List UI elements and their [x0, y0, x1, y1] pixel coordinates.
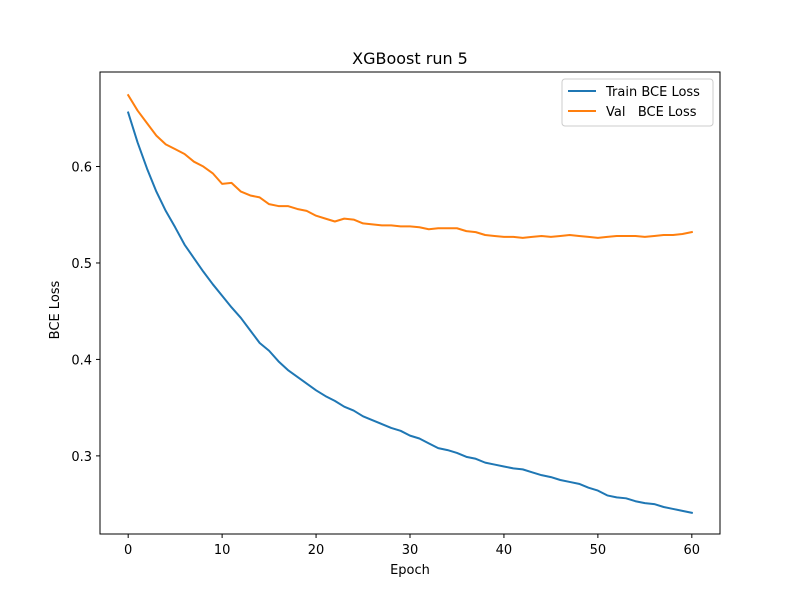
series-lines	[126, 93, 694, 514]
x-axis-ticks: 0 10 20 30 40 50 60	[124, 534, 700, 558]
plot-frame	[99, 71, 721, 535]
x-tick-label: 60	[684, 543, 701, 558]
y-tick-label: 0.5	[71, 257, 92, 272]
y-axis-label: BCE Loss	[48, 280, 63, 339]
y-tick-label: 0.3	[71, 450, 92, 465]
chart-title: XGBoost run 5	[352, 49, 468, 68]
legend-label: Val BCE Loss	[606, 105, 697, 120]
y-tick-label: 0.4	[71, 353, 92, 368]
x-tick-label: 10	[214, 543, 231, 558]
x-tick-label: 40	[496, 543, 513, 558]
legend-label: Train BCE Loss	[605, 85, 700, 100]
x-tick-label: 50	[590, 543, 607, 558]
y-axis-ticks: 0.3 0.4 0.5 0.6	[71, 161, 100, 465]
legend: Train BCE Loss Val BCE Loss	[561, 78, 714, 127]
x-tick-label: 0	[124, 543, 132, 558]
x-axis-label: Epoch	[390, 563, 430, 578]
y-tick-label: 0.6	[71, 161, 92, 176]
series-line-val	[126, 93, 694, 239]
x-tick-label: 20	[308, 543, 325, 558]
x-tick-label: 30	[402, 543, 419, 558]
legend-box	[561, 78, 714, 127]
series-line-train	[126, 111, 694, 514]
